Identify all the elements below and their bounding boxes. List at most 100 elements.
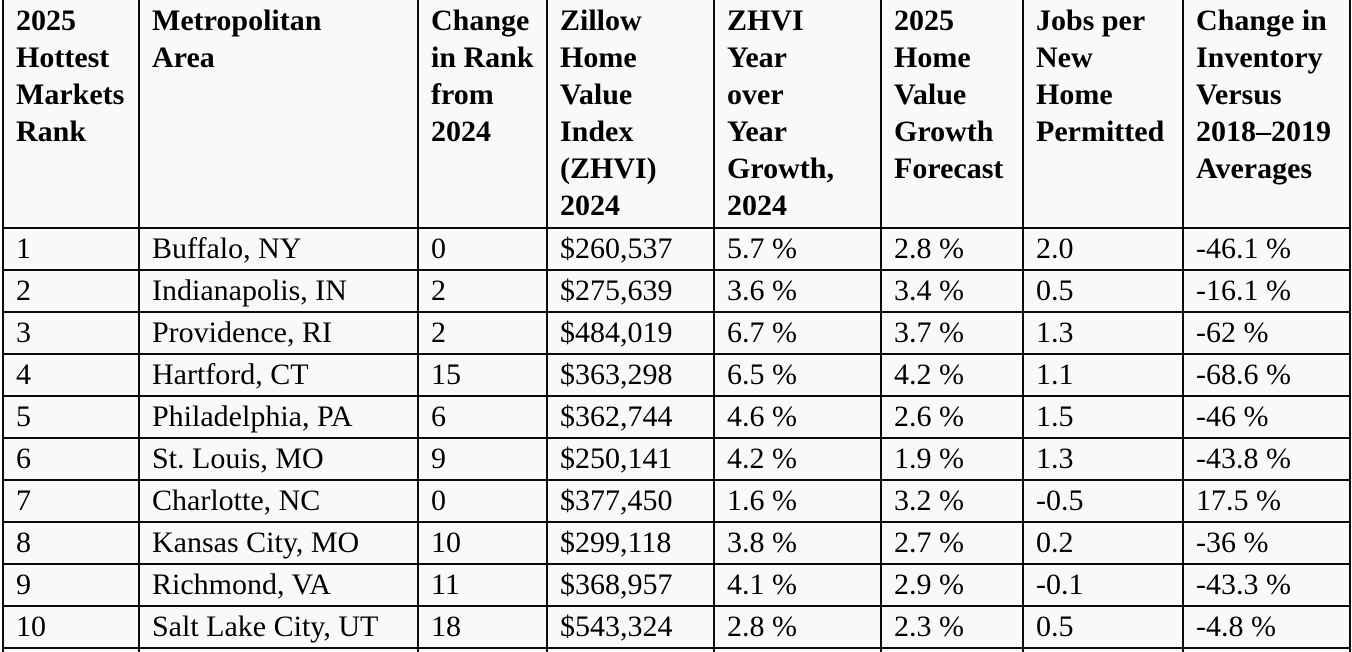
table-cell: 18 [417,605,548,649]
table-cell: Kansas City, MO [138,521,419,565]
table-cell: -68.6 % [1182,353,1351,397]
table-cell: Salt Lake City, UT [138,605,419,649]
table-row: 2 Indianapolis, IN 2 $275,639 3.6 % 3.4 % 0.5-… [2,269,1351,313]
table-cell: 4.6 % [713,395,882,439]
table-cell: -4.8 % [1182,605,1351,649]
table-cell: 4.2 % [880,353,1024,397]
table-cell: Richmond, VA [138,563,419,607]
table-cell: 11 [417,563,548,607]
table-cell: 3.6 % [713,269,882,313]
table-cell: $250,141 [546,437,715,481]
table-cell: 9 [2,563,140,607]
table-cell: 3.8 % [713,521,882,565]
table-cell: 7 [2,479,140,523]
table-cell: 9 [417,437,548,481]
table-cell: 2.9 % [880,563,1024,607]
table-cell: $363,298 [546,353,715,397]
column-header-metro-area: Metropolitan Area [138,0,419,229]
table-cell: $299,118 [546,521,715,565]
table-cell: 6.5 % [713,353,882,397]
table-row: 7 Charlotte, NC 0 $377,450 1.6 % 3.2 % -0.5 17.… [2,479,1351,523]
table-cell: 1.3 [1022,311,1184,355]
table-cell: 3.4 % [880,269,1024,313]
table-cell: -62 % [1182,311,1351,355]
table-cell: -46.1 % [1182,227,1351,271]
table-cell: 3 [2,311,140,355]
table-cell: -16.1 % [1182,269,1351,313]
table-cell: 1.5 [1022,395,1184,439]
table-body: 1 Buffalo, NY 0 $260,537 5.7 % 2.8 % 2.0 -46.1 … [2,227,1351,652]
table-cell: -36 % [1182,521,1351,565]
table-cell: 3.7 % [880,311,1024,355]
table-row: 5 Philadelphia, PA 6 $362,744 4.6 % 2.6 % 1.5-… [2,395,1351,439]
table-row: 3 Providence, RI 2 $484,019 6.7 % 3.7 % 1.3 -62… [2,311,1351,355]
table-cell: 6 [417,395,548,439]
table-cell: 2.7 % [880,521,1024,565]
table-cell: Providence, RI [138,311,419,355]
table-row: 9 Richmond, VA 11 $368,957 4.1 % 2.9 % -0.1 -43… [2,563,1351,607]
table-cell: 1 [2,227,140,271]
table-cell: 6 [2,437,140,481]
table-cell: 2.8 % [713,605,882,649]
table-row [2,647,1351,652]
table-cell: 2.0 [1022,227,1184,271]
table-cell [1182,647,1351,652]
table-cell: 6.7 % [713,311,882,355]
table-cell [417,647,548,652]
table-cell: 2 [417,311,548,355]
table-cell: St. Louis, MO [138,437,419,481]
table-cell: 3.2 % [880,479,1024,523]
table-cell: $543,324 [546,605,715,649]
table-cell: $275,639 [546,269,715,313]
header-row: 2025 Hottest Markets Rank Metropolitan A… [2,0,1351,229]
table-cell: Indianapolis, IN [138,269,419,313]
column-header-growth-forecast: 2025 Home Value Growth Forecast [880,0,1024,229]
column-header-yoy-growth: ZHVI Year over Year Growth, 2024 [713,0,882,229]
table-cell [138,647,419,652]
table-cell: 17.5 % [1182,479,1351,523]
table-cell: Philadelphia, PA [138,395,419,439]
table-cell: 15 [417,353,548,397]
column-header-jobs-per-home: Jobs per New Home Permitted [1022,0,1184,229]
table-cell: Buffalo, NY [138,227,419,271]
table-cell: 1.6 % [713,479,882,523]
table-cell: 0.5 [1022,269,1184,313]
table-cell: 4.1 % [713,563,882,607]
table-cell: 2 [2,269,140,313]
table-cell: 1.9 % [880,437,1024,481]
table-cell: 5 [2,395,140,439]
table-cell: 0.2 [1022,521,1184,565]
table-cell: -0.5 [1022,479,1184,523]
table-cell: -43.8 % [1182,437,1351,481]
table-cell: Hartford, CT [138,353,419,397]
table-cell: 10 [417,521,548,565]
table-cell: $362,744 [546,395,715,439]
table-cell [2,647,140,652]
table-cell: $368,957 [546,563,715,607]
table-cell: Charlotte, NC [138,479,419,523]
table-cell: -43.3 % [1182,563,1351,607]
table-cell [546,647,715,652]
table-cell: $484,019 [546,311,715,355]
table-cell: 0 [417,227,548,271]
table-cell: 4.2 % [713,437,882,481]
table-row: 6 St. Louis, MO 9 $250,141 4.2 % 1.9 % 1.3 -43.… [2,437,1351,481]
table-cell: 8 [2,521,140,565]
table-cell: 2.8 % [880,227,1024,271]
table-cell: $260,537 [546,227,715,271]
table-cell: 2 [417,269,548,313]
table-cell [1022,647,1184,652]
table-cell: 4 [2,353,140,397]
table-cell [713,647,882,652]
table-row: 8 Kansas City, MO 10 $299,118 3.8 % 2.7 % 0.2-… [2,521,1351,565]
column-header-inventory-change: Change in Inventory Versus 2018–2019 Ave… [1182,0,1351,229]
table-row: 10 Salt Lake City, UT 18 $543,324 2.8 % 2.3 %… [2,605,1351,649]
table-cell: 2.6 % [880,395,1024,439]
column-header-rank: 2025 Hottest Markets Rank [2,0,140,229]
table-cell: 10 [2,605,140,649]
table-cell: 2.3 % [880,605,1024,649]
table-cell: 1.3 [1022,437,1184,481]
table-cell [880,647,1024,652]
